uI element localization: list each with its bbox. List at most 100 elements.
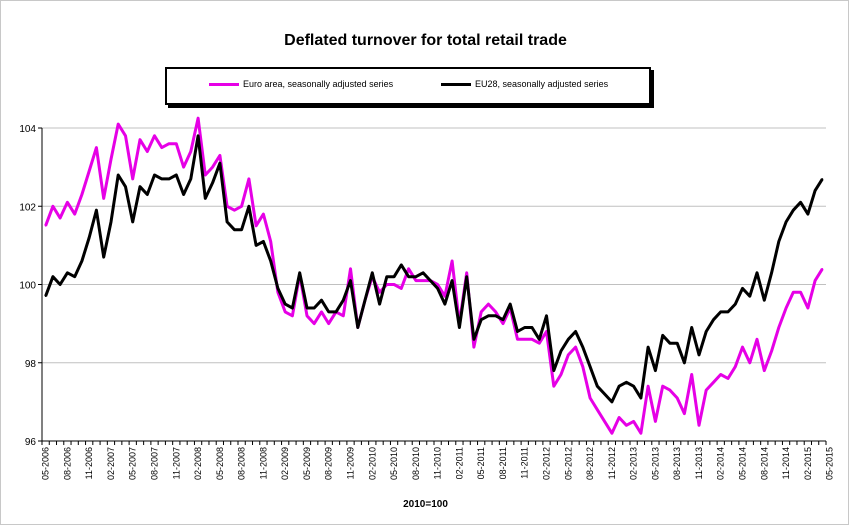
data-point-eu28 — [487, 315, 490, 317]
x-tick-label: 11-2013 — [694, 447, 704, 479]
data-point-euro-area — [124, 135, 127, 137]
data-point-eu28 — [66, 271, 69, 274]
data-point-euro-area — [792, 291, 795, 294]
data-point-eu28 — [538, 338, 541, 341]
legend-item-eu28: EU28, seasonally adjusted series — [441, 79, 608, 89]
data-point-eu28 — [153, 174, 156, 176]
x-tick-label: 05-2011 — [476, 447, 486, 479]
data-point-euro-area — [59, 217, 61, 219]
data-point-euro-area — [603, 420, 606, 423]
data-point-euro-area — [531, 338, 533, 341]
data-point-eu28 — [785, 221, 787, 223]
data-point-eu28 — [436, 287, 439, 290]
data-point-euro-area — [248, 178, 250, 180]
x-tick-label: 02-2007 — [106, 447, 116, 480]
legend-label-euro-area: Euro area, seasonally adjusted series — [243, 79, 394, 89]
data-point-euro-area — [661, 385, 664, 388]
data-point-eu28 — [792, 209, 795, 211]
data-point-eu28 — [422, 271, 424, 274]
data-point-euro-area — [378, 291, 381, 294]
x-tick-label: 08-2010 — [411, 447, 421, 480]
data-point-eu28 — [255, 244, 257, 247]
data-point-eu28 — [175, 174, 178, 176]
x-tick-label: 02-2010 — [367, 447, 377, 480]
data-point-euro-area — [567, 354, 570, 356]
data-point-euro-area — [698, 424, 700, 427]
data-point-euro-area — [807, 307, 809, 309]
data-point-eu28 — [618, 385, 620, 388]
data-point-eu28 — [168, 178, 170, 180]
x-tick-label: 02-2013 — [629, 447, 639, 480]
data-point-euro-area — [190, 150, 192, 153]
data-point-euro-area — [342, 315, 345, 317]
data-point-eu28 — [502, 318, 504, 321]
x-tick-label: 05-2014 — [738, 447, 748, 480]
x-tick-label: 02-2014 — [716, 447, 726, 480]
data-point-euro-area — [168, 142, 170, 145]
data-point-eu28 — [160, 178, 163, 180]
x-tick-label: 08-2014 — [759, 447, 769, 480]
data-point-euro-area — [81, 193, 83, 196]
data-point-euro-area — [415, 279, 417, 282]
legend-item-euro-area: Euro area, seasonally adjusted series — [209, 79, 393, 89]
chart-title: Deflated turnover for total retail trade — [284, 32, 567, 49]
data-point-euro-area — [632, 420, 635, 423]
data-point-euro-area — [654, 420, 657, 423]
x-tick-label: 08-2007 — [150, 447, 160, 480]
data-point-eu28 — [480, 318, 482, 321]
data-point-euro-area — [647, 385, 649, 388]
x-tick-label: 05-2009 — [302, 447, 312, 480]
data-point-euro-area — [465, 271, 468, 274]
x-tick-label: 08-2011 — [498, 447, 508, 479]
data-point-euro-area — [748, 361, 751, 364]
data-point-euro-area — [487, 303, 490, 305]
data-point-euro-area — [690, 373, 693, 376]
data-point-euro-area — [422, 279, 424, 282]
data-point-euro-area — [95, 146, 98, 149]
data-point-eu28 — [669, 342, 671, 344]
data-point-euro-area — [763, 369, 766, 372]
data-point-eu28 — [378, 303, 381, 305]
data-point-euro-area — [625, 424, 628, 427]
data-point-euro-area — [821, 268, 824, 270]
x-tick-label: 11-2010 — [433, 447, 443, 479]
series-line-euro-area — [44, 116, 824, 435]
data-point-eu28 — [386, 275, 388, 278]
data-point-eu28 — [727, 311, 729, 313]
x-tick-label: 02-2015 — [803, 447, 813, 480]
data-point-eu28 — [661, 334, 664, 337]
data-point-eu28 — [219, 162, 221, 165]
data-point-euro-area — [705, 389, 708, 391]
data-point-euro-area — [640, 432, 642, 434]
data-point-eu28 — [640, 397, 642, 399]
y-tick-label: 98 — [25, 359, 37, 370]
data-point-eu28 — [632, 385, 635, 388]
data-point-eu28 — [807, 213, 809, 215]
data-point-eu28 — [335, 311, 337, 313]
data-point-euro-area — [574, 346, 577, 348]
data-point-eu28 — [719, 311, 722, 313]
data-point-euro-area — [451, 260, 453, 262]
data-point-eu28 — [262, 240, 265, 243]
y-tick-label: 100 — [19, 281, 36, 292]
data-point-euro-area — [88, 170, 90, 172]
data-point-eu28 — [277, 287, 279, 290]
data-point-eu28 — [407, 275, 410, 278]
data-point-eu28 — [770, 271, 773, 274]
x-tick-label: 02-2008 — [193, 447, 203, 480]
data-point-eu28 — [342, 299, 345, 301]
data-point-eu28 — [763, 299, 766, 301]
data-point-euro-area — [327, 322, 330, 325]
data-point-eu28 — [182, 193, 185, 196]
data-point-euro-area — [582, 365, 584, 368]
data-point-eu28 — [560, 350, 562, 352]
data-point-eu28 — [269, 260, 272, 262]
data-point-eu28 — [821, 178, 824, 180]
data-point-eu28 — [284, 303, 286, 305]
data-point-eu28 — [756, 271, 758, 274]
x-tick-label: 08-2009 — [324, 447, 334, 480]
data-point-euro-area — [211, 166, 214, 168]
data-point-euro-area — [596, 408, 599, 411]
data-point-eu28 — [429, 279, 432, 282]
data-point-eu28 — [690, 326, 693, 329]
